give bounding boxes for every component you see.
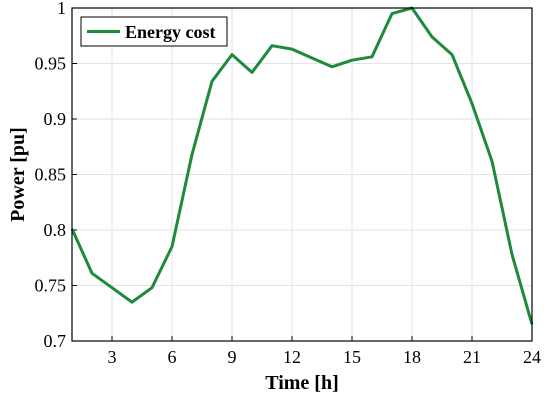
x-tick-label: 3 bbox=[108, 347, 117, 367]
grid-lines bbox=[72, 7, 533, 342]
y-tick-label: 0.95 bbox=[35, 54, 67, 74]
series-lines bbox=[70, 6, 534, 325]
y-axis-label: Power [pu] bbox=[7, 127, 29, 222]
y-tick-label: 0.85 bbox=[35, 165, 67, 185]
x-tick-label: 12 bbox=[283, 347, 301, 367]
y-tick-label: 0.75 bbox=[35, 276, 67, 296]
y-tick-label: 0.8 bbox=[44, 220, 67, 240]
series-line-energy-cost bbox=[70, 6, 534, 325]
legend: Energy cost bbox=[80, 16, 228, 47]
plot-frame bbox=[71, 7, 533, 342]
x-axis-ticks: 3 6 9 12 15 18 21 24 bbox=[108, 336, 541, 367]
y-tick-label: 0.7 bbox=[44, 331, 67, 351]
x-tick-label: 24 bbox=[523, 347, 541, 367]
y-tick-label: 1 bbox=[57, 0, 66, 18]
y-tick-label: 0.9 bbox=[44, 109, 67, 129]
y-axis-ticks: 0.7 0.75 0.8 0.85 0.9 0.95 1 bbox=[35, 0, 77, 351]
legend-label: Energy cost bbox=[125, 22, 215, 42]
x-tick-label: 6 bbox=[168, 347, 177, 367]
x-axis-label: Time [h] bbox=[265, 372, 339, 394]
x-tick-label: 21 bbox=[463, 347, 481, 367]
x-tick-label: 15 bbox=[343, 347, 361, 367]
x-tick-label: 9 bbox=[228, 347, 237, 367]
x-tick-label: 18 bbox=[403, 347, 421, 367]
